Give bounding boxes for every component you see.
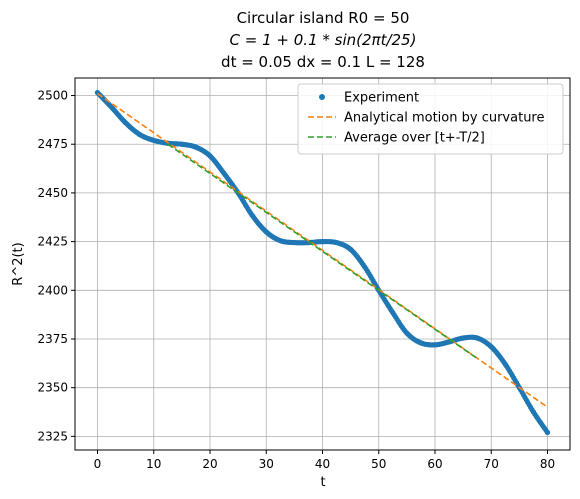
experiment-point [108, 104, 115, 110]
legend-box [297, 83, 564, 155]
y-tick-label: 2325 [37, 429, 68, 443]
chart-title: Circular island R0 = 50 C = 1 + 0.1 * si… [221, 9, 425, 71]
x-tick-label: 60 [427, 457, 442, 471]
experiment-point [277, 238, 283, 244]
series-analytical [97, 92, 548, 408]
y-tick-label: 2475 [37, 137, 68, 151]
x-axis-ticks: 0 10 20 30 40 50 60 70 80 [94, 450, 555, 471]
y-tick-label: 2450 [37, 186, 68, 200]
title-line-3: dt = 0.05 dx = 0.1 L = 128 [221, 53, 425, 71]
x-tick-label: 30 [259, 457, 274, 471]
x-tick-label: 40 [315, 457, 330, 471]
y-tick-label: 2350 [37, 381, 68, 395]
experiment-point [263, 229, 269, 235]
legend-marker-experiment [319, 94, 325, 100]
experiment-point [348, 246, 354, 252]
legend-items: Experiment Analytical motion by curvature… [308, 91, 544, 146]
x-tick-label: 10 [146, 457, 161, 471]
experiment-point [404, 330, 410, 336]
legend: Experiment Analytical motion by curvature… [297, 83, 564, 155]
experiment-point [474, 335, 480, 341]
y-tick-label: 2400 [37, 283, 68, 297]
title-line-2: C = 1 + 0.1 * sin(2πt/25) [230, 31, 417, 49]
experiment-point [333, 239, 340, 246]
title-line-1: Circular island R0 = 50 [237, 9, 410, 27]
experiment-point [460, 335, 466, 341]
experiment-point [488, 344, 494, 350]
legend-label: Experiment [344, 91, 419, 106]
y-tick-label: 2500 [37, 89, 68, 103]
y-tick-label: 2425 [37, 235, 68, 249]
experiment-point [137, 131, 143, 138]
experiment-point [319, 239, 326, 245]
experiment-point [291, 239, 297, 246]
experiment-point [502, 361, 508, 367]
x-tick-label: 0 [94, 457, 102, 471]
x-tick-label: 70 [484, 457, 499, 471]
experiment-point [249, 212, 255, 218]
experiment-point [544, 429, 551, 436]
y-axis-ticks: 2325 2350 2375 2400 2425 2450 2475 2500 [37, 89, 75, 443]
y-tick-label: 2375 [37, 332, 68, 346]
experiment-point [390, 310, 396, 316]
x-tick-label: 50 [371, 457, 386, 471]
series-experiment [94, 90, 551, 436]
experiment-point [123, 120, 129, 126]
experiment-point [530, 409, 537, 415]
x-axis-label: t [320, 475, 325, 490]
experiment-point [207, 153, 213, 159]
y-axis-label: R^2(t) [11, 242, 26, 285]
experiment-point [305, 239, 312, 246]
experiment-point [193, 144, 199, 150]
experiment-point [432, 342, 438, 348]
experiment-point [179, 141, 185, 147]
experiment-point [362, 264, 368, 270]
experiment-point [221, 170, 227, 177]
legend-label: Average over [t+-T/2] [344, 131, 485, 146]
legend-label: Analytical motion by curvature [344, 111, 544, 126]
experiment-point [418, 340, 424, 346]
experiment-point [151, 137, 157, 143]
plot-series [94, 90, 551, 436]
x-tick-label: 80 [540, 457, 555, 471]
x-tick-label: 20 [202, 457, 217, 471]
